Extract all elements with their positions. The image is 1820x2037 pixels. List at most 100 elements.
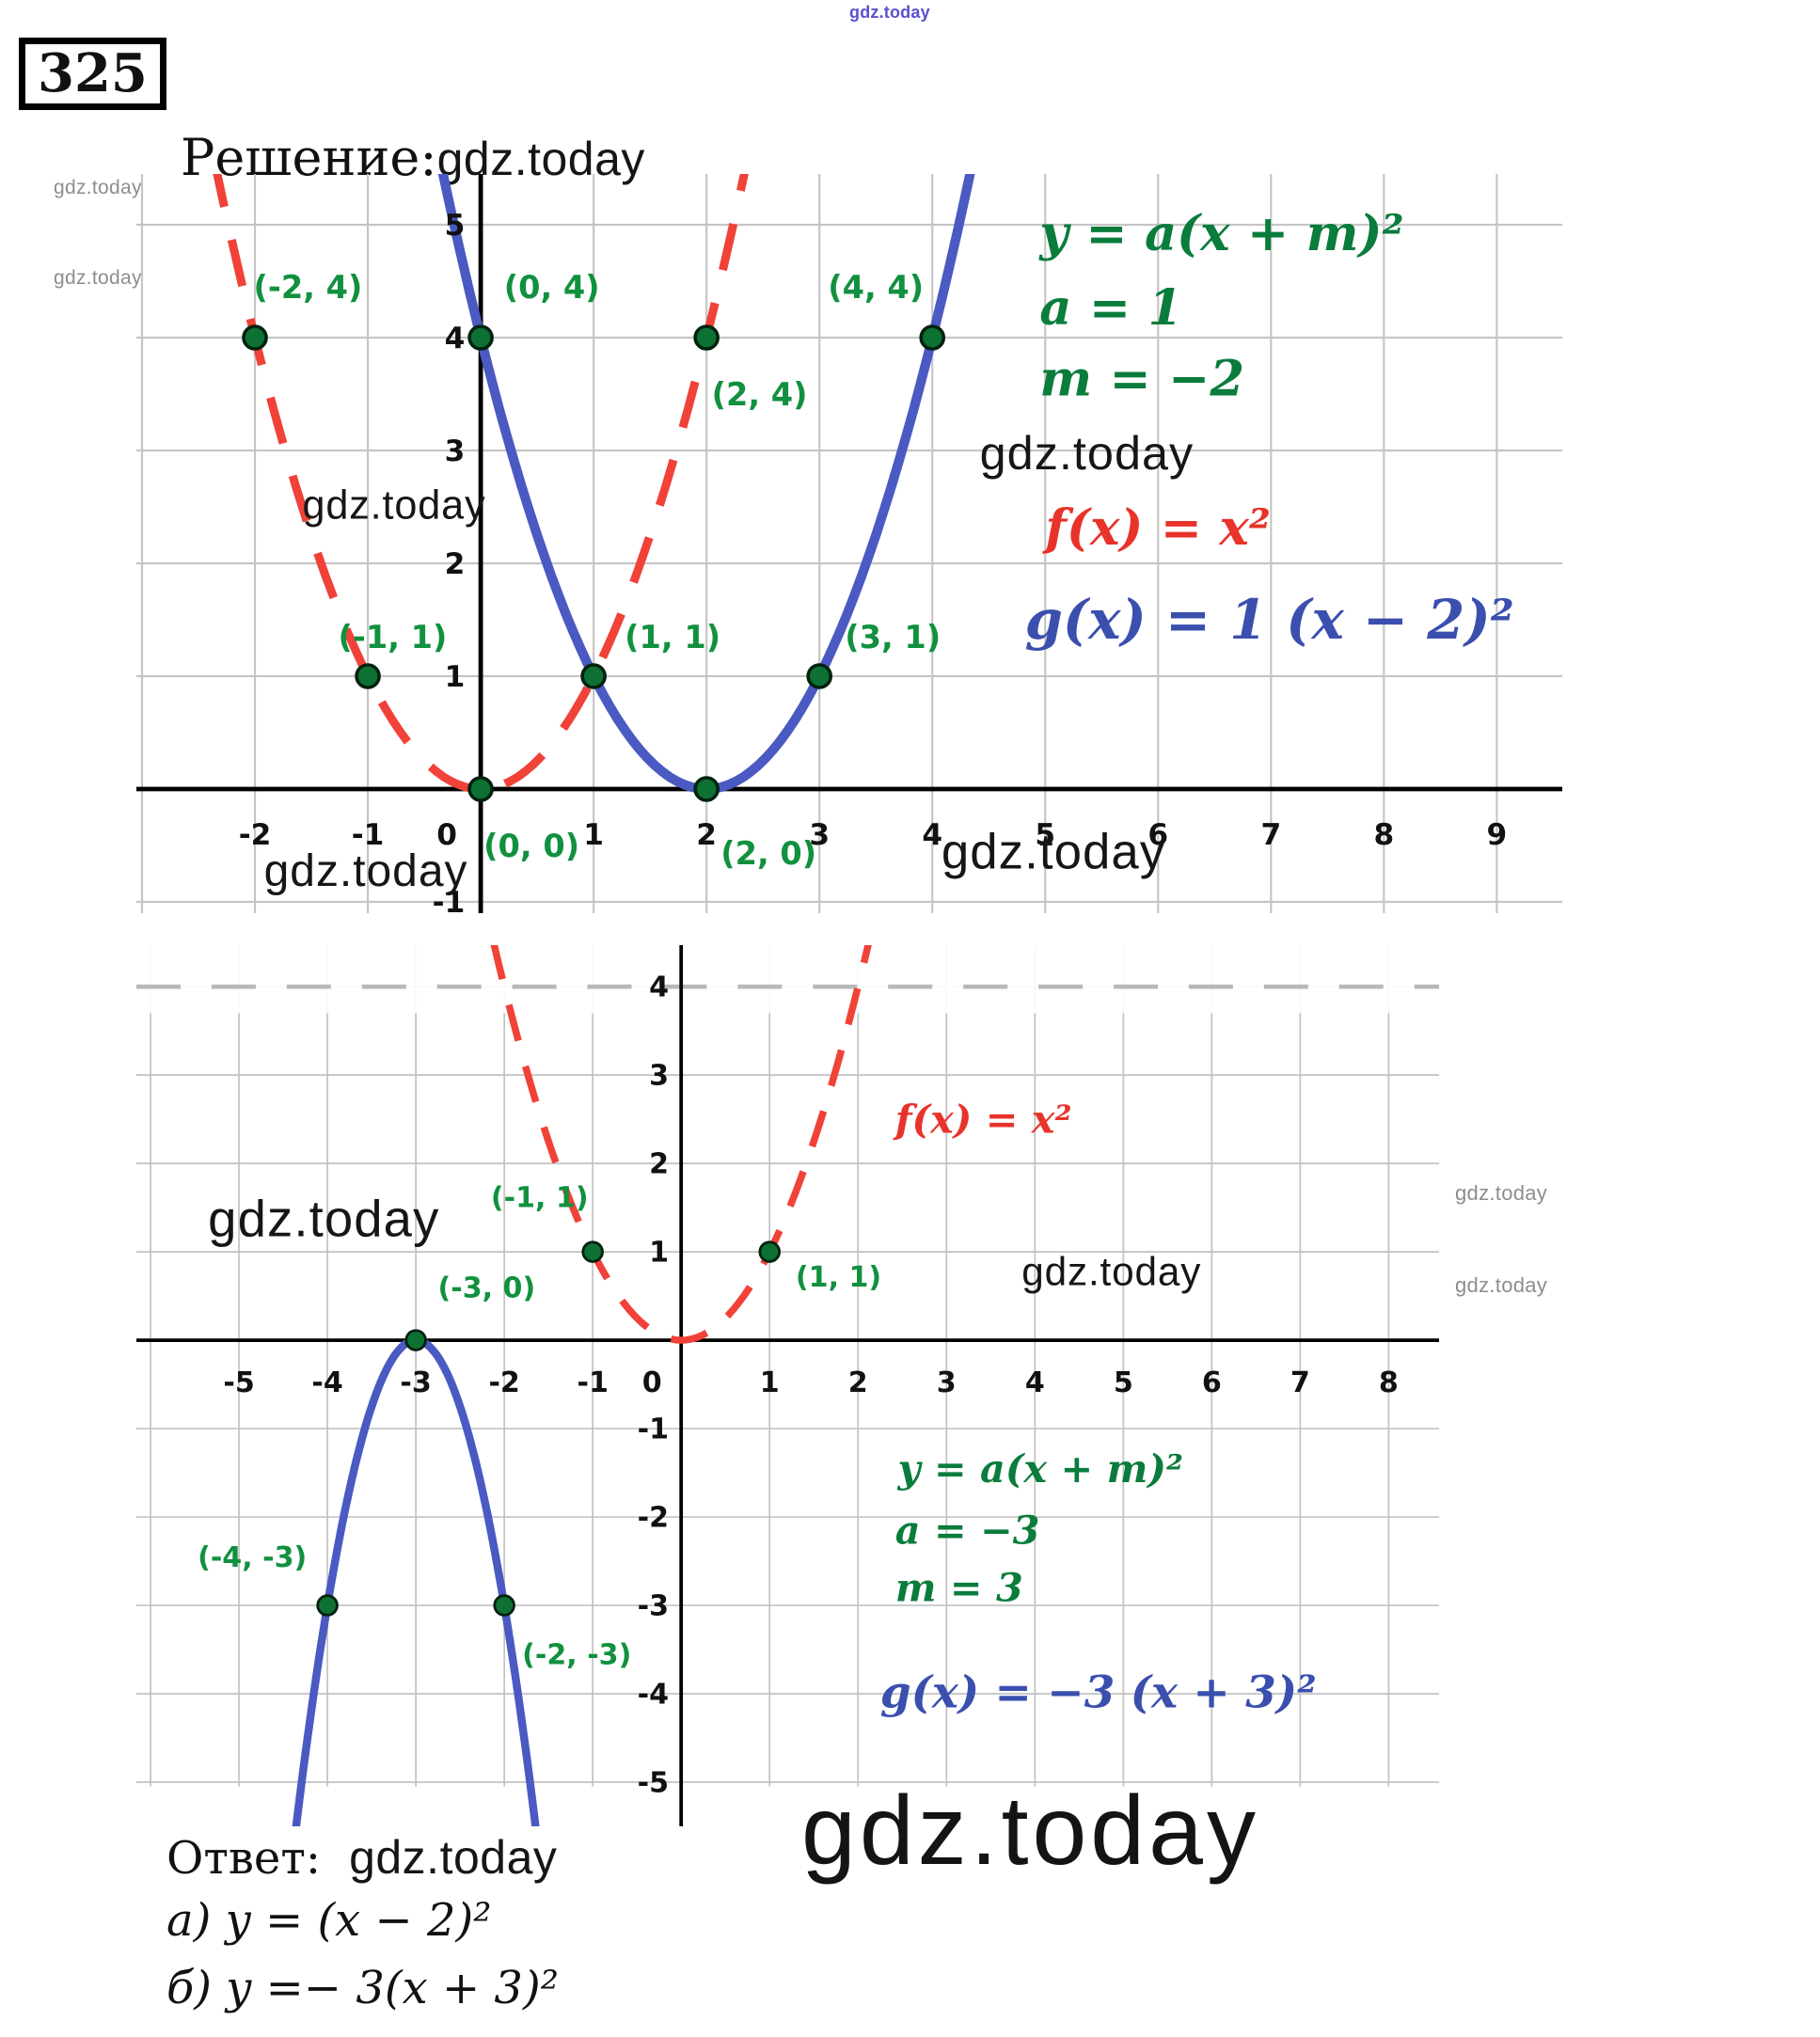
problem-number-badge: 325: [19, 38, 166, 110]
point-label: (-1, 1): [339, 619, 448, 655]
data-point: [242, 324, 268, 351]
watermark-text: gdz.today: [264, 846, 468, 896]
watermark-top: gdz.today: [849, 3, 930, 22]
answer-heading: Ответ: gdz.today: [166, 1830, 557, 1885]
y-tick-label: -1: [638, 1413, 669, 1446]
watermark-text: gdz.today: [208, 1190, 439, 1247]
watermark-text: gdz.today: [302, 483, 485, 529]
watermark-right-2: gdz.today: [1455, 1273, 1548, 1297]
solution-heading: Решение: gdz.today: [181, 128, 645, 187]
answer-b: б) y =− 3(x + 3)²: [166, 1962, 559, 2014]
point-label: (2, 0): [720, 835, 816, 872]
point-label: (0, 4): [504, 269, 600, 306]
x-tick-label: 7: [1290, 1366, 1310, 1399]
data-point: [580, 663, 607, 689]
x-tick-label: 0: [436, 818, 457, 852]
formula-text: y = a(x + m)²: [897, 1445, 1183, 1492]
formula-text: g(x) = 1 (x − 2)²: [1025, 588, 1514, 652]
y-tick-label: -2: [638, 1502, 669, 1535]
x-tick-label: -1: [352, 818, 385, 852]
watermark-inline-answer: gdz.today: [349, 1831, 558, 1884]
formula-text: a = −3: [895, 1508, 1040, 1554]
formula-text: m = 3: [895, 1565, 1023, 1611]
watermark-text: gdz.today: [1021, 1250, 1201, 1294]
watermark-text: gdz.today: [942, 824, 1166, 879]
x-tick-label: 6: [1147, 818, 1168, 852]
x-tick-label: -2: [239, 818, 272, 852]
x-tick-label: 4: [922, 818, 942, 852]
x-tick-label: -4: [311, 1366, 342, 1399]
y-tick-label: 4: [445, 322, 466, 355]
x-tick-label: 8: [1373, 818, 1394, 852]
formula-text: y = a(x + m)²: [1038, 204, 1403, 262]
point-label: (1, 1): [796, 1261, 881, 1294]
y-tick-label: 1: [649, 1237, 669, 1270]
solution-label: Решение:: [181, 128, 437, 187]
data-point: [806, 663, 832, 689]
data-point: [404, 1329, 427, 1351]
point-label: (3, 1): [845, 619, 941, 655]
point-label: (-3, 0): [437, 1271, 535, 1304]
x-tick-label: 9: [1487, 818, 1508, 852]
point-label: (-4, -3): [198, 1541, 307, 1574]
parabola-f-dashed: [213, 174, 749, 794]
point-label: (-2, -3): [522, 1638, 631, 1671]
point-label: (-1, 1): [491, 1181, 589, 1214]
formula-text: m = −2: [1039, 350, 1244, 408]
x-tick-label: 1: [760, 1366, 780, 1399]
x-tick-label: -5: [223, 1366, 254, 1399]
x-tick-label: 1: [583, 818, 604, 852]
data-point: [355, 663, 381, 689]
x-tick-label: 4: [1025, 1366, 1045, 1399]
x-tick-label: 6: [1202, 1366, 1222, 1399]
y-tick-label: 1: [445, 660, 466, 694]
y-tick-label: 3: [445, 434, 466, 468]
data-point: [316, 1594, 339, 1617]
formula-text: g(x) = −3 (x + 3)²: [880, 1667, 1317, 1719]
x-tick-label: 3: [809, 818, 830, 852]
watermark-big-bottom: gdz.today: [801, 1776, 1259, 1886]
x-tick-label: -3: [400, 1366, 431, 1399]
point-label: (-2, 4): [254, 269, 363, 306]
watermark-left-2: gdz.today: [54, 267, 142, 289]
y-tick-label: 2: [445, 547, 466, 581]
x-tick-label: -2: [488, 1366, 519, 1399]
x-tick-label: 5: [1114, 1366, 1133, 1399]
data-point: [758, 1240, 781, 1263]
data-point: [919, 324, 946, 351]
answer-label: Ответ:: [166, 1832, 322, 1885]
x-tick-label: 7: [1260, 818, 1281, 852]
chart-canvas: -5 -4 -3 -2 -1 0 1 2 3 4 5 6 7 8 4 3 2 1 -1 -2 -3 -4 -5 (-1, 1)…: [136, 945, 1439, 1826]
y-tick-label: -5: [638, 1767, 669, 1800]
watermark-text: gdz.today: [980, 426, 1195, 480]
answer-a: а) y = (x − 2)²: [166, 1894, 492, 1947]
point-label: (2, 4): [712, 376, 808, 413]
formula-text: f(x) = x²: [893, 1097, 1072, 1143]
top-chart: -2 -1 0 1 2 3 4 5 6 7 8 9 5 4 3 2 1 -1 (-2, 4) (0, 4) (2, 4)…: [136, 174, 1562, 913]
watermark-right-1: gdz.today: [1455, 1181, 1548, 1205]
parabola-f-dashed: [490, 945, 872, 1344]
point-label: (4, 4): [828, 269, 924, 306]
y-tick-label: 3: [649, 1060, 669, 1093]
y-tick-label: 5: [445, 209, 466, 243]
data-point: [693, 776, 720, 802]
watermark-left-1: gdz.today: [54, 177, 142, 198]
data-point: [493, 1594, 515, 1617]
y-tick-label: -1: [433, 886, 466, 913]
y-tick-label: 2: [649, 1148, 669, 1181]
formula-text: f(x) = x²: [1041, 498, 1271, 557]
y-tick-label: 4: [649, 971, 669, 1004]
x-tick-label: 8: [1379, 1366, 1399, 1399]
data-point: [581, 1240, 604, 1263]
formula-text: a = 1: [1039, 278, 1182, 337]
watermark-inline: gdz.today: [436, 133, 645, 185]
bottom-chart: -5 -4 -3 -2 -1 0 1 2 3 4 5 6 7 8 4 3 2 1 -1 -2 -3 -4 -5 (-1, 1)…: [136, 945, 1439, 1826]
data-point: [693, 324, 720, 351]
x-tick-label: 0: [642, 1366, 662, 1399]
y-tick-label: -4: [638, 1679, 669, 1712]
point-label: (0, 0): [483, 828, 579, 864]
data-point: [467, 324, 494, 351]
x-tick-label: 5: [1035, 818, 1055, 852]
x-tick-label: -1: [577, 1366, 608, 1399]
y-tick-label: -3: [638, 1590, 669, 1623]
